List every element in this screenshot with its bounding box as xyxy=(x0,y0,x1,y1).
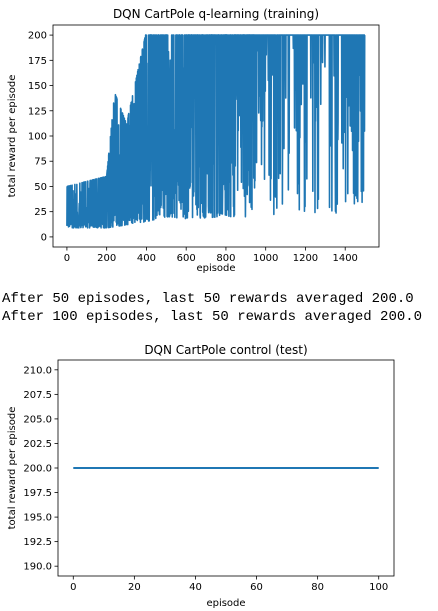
x-tick-label: 80 xyxy=(311,582,324,593)
x-tick-label: 40 xyxy=(189,582,202,593)
y-tick-label: 205.0 xyxy=(23,414,52,425)
x-tick-label: 400 xyxy=(137,253,156,264)
y-tick-label: 100 xyxy=(28,132,47,143)
x-tick-label: 100 xyxy=(369,582,388,593)
x-tick-label: 60 xyxy=(250,582,263,593)
y-tick-label: 0 xyxy=(41,232,47,243)
y-tick-label: 25 xyxy=(34,207,47,218)
y-axis: 0 25 50 75 100 125 150 175 200 xyxy=(28,31,53,243)
y-tick-label: 202.5 xyxy=(23,439,52,450)
y-tick-label: 175 xyxy=(28,56,47,67)
y-tick-label: 207.5 xyxy=(23,390,52,401)
y-tick-label: 200 xyxy=(28,31,47,42)
training-reward-chart: DQN CartPole q-learning (training) 0 200 4… xyxy=(7,7,380,274)
x-axis-label: episode xyxy=(206,598,245,609)
y-axis-label: total reward per episode xyxy=(7,407,18,530)
x-tick-label: 800 xyxy=(216,253,235,264)
plot-area xyxy=(66,34,366,229)
y-tick-label: 197.5 xyxy=(23,488,52,499)
x-axis-label: episode xyxy=(196,263,235,274)
chart-title: DQN CartPole control (test) xyxy=(144,343,307,357)
y-tick-label: 195.0 xyxy=(23,513,52,524)
y-axis-label: total reward per episode xyxy=(7,75,18,198)
y-axis: 190.0 192.5 195.0 197.5 200.0 202.5 205.0 207.5… xyxy=(23,365,58,573)
x-tick-label: 0 xyxy=(70,582,76,593)
chart-title: DQN CartPole q-learning (training) xyxy=(113,7,319,21)
y-tick-label: 75 xyxy=(34,157,47,168)
x-tick-label: 1200 xyxy=(293,253,318,264)
x-tick-label: 600 xyxy=(177,253,196,264)
training-reward-line xyxy=(66,34,366,229)
x-tick-label: 1400 xyxy=(332,253,357,264)
y-tick-label: 200.0 xyxy=(23,464,52,475)
output-line-1: After 50 episodes, last 50 rewards avera… xyxy=(2,291,414,307)
output-line-2: After 100 episodes, last 50 rewards aver… xyxy=(2,309,423,325)
y-tick-label: 150 xyxy=(28,81,47,92)
x-axis: 0 20 40 60 80 100 xyxy=(70,576,388,593)
y-tick-label: 125 xyxy=(28,106,47,117)
x-tick-label: 0 xyxy=(64,253,70,264)
y-tick-label: 192.5 xyxy=(23,537,52,548)
x-tick-label: 1000 xyxy=(253,253,278,264)
x-tick-label: 200 xyxy=(97,253,116,264)
y-tick-label: 190.0 xyxy=(23,562,52,573)
x-tick-label: 20 xyxy=(128,582,141,593)
y-tick-label: 50 xyxy=(34,182,47,193)
y-tick-label: 210.0 xyxy=(23,365,52,376)
x-axis: 0 200 400 600 800 1000 1200 1400 xyxy=(64,247,358,264)
test-reward-chart: DQN CartPole control (test) 0 20 40 60 80 100… xyxy=(7,343,395,609)
